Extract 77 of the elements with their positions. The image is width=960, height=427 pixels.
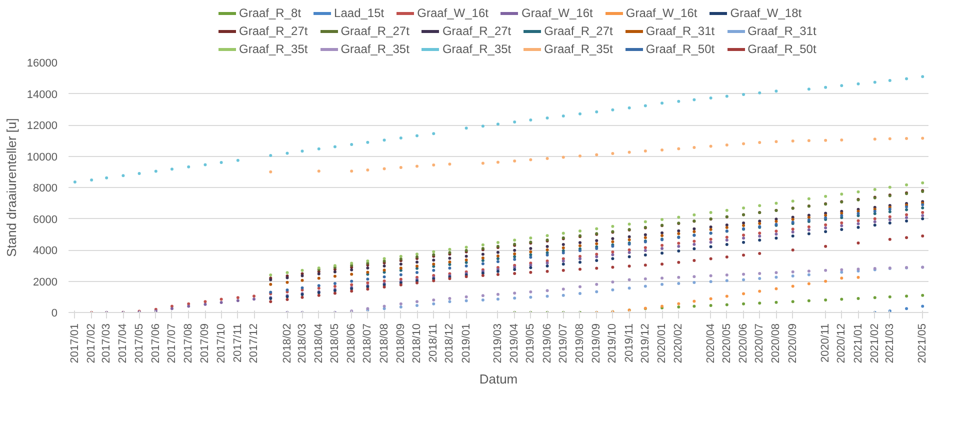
x-tick-label: 2017/03 [100, 323, 113, 364]
x-tick-label: 2019/08 [574, 323, 586, 364]
legend-label: Graaf_R_50t [646, 42, 715, 56]
x-tick-label: 2020/12 [836, 323, 848, 364]
x-tick-label: 2019/09 [590, 323, 603, 364]
legend-label: Graaf_R_35t [544, 42, 613, 56]
x-tick-label: 2020/11 [820, 323, 832, 362]
x-axis-title: Datum [479, 371, 518, 386]
x-tick-label: 2021/05 [916, 323, 929, 364]
x-tick-label: 2019/12 [639, 323, 652, 364]
x-tick-label: 2017/04 [117, 323, 130, 364]
x-tick-label: 2017/12 [248, 323, 260, 364]
x-tick-label: 2020/05 [720, 323, 733, 364]
x-tick-label: 2019/05 [524, 323, 537, 364]
legend-label: Graaf_R_35t [442, 42, 512, 56]
x-tick-label: 2019/04 [508, 323, 521, 364]
x-tick-label: 2020/04 [704, 323, 717, 364]
x-tick-label: 2018/11 [428, 323, 440, 362]
x-tick-label: 2017/09 [199, 323, 212, 364]
legend-label: Graaf_R_8t [239, 6, 302, 20]
legend-label: Laad_15t [334, 6, 384, 20]
y-tick-label: 4000 [33, 245, 58, 257]
y-tick-label: 16000 [26, 58, 58, 70]
x-tick-label: 2018/06 [346, 323, 358, 364]
x-tick-label: 2017/07 [166, 323, 178, 364]
legend-label: Graaf_R_35t [239, 42, 308, 56]
x-tick-label: 2018/12 [444, 323, 456, 364]
x-tick-label: 2020/02 [672, 323, 685, 364]
legend-label: Graaf_R_27t [340, 24, 410, 38]
x-tick-label: 2019/11 [623, 323, 636, 362]
x-tick-label: 2019/10 [606, 323, 619, 364]
legend-label: Graaf_R_35t [340, 42, 410, 56]
x-tick-label: 2017/06 [150, 323, 162, 364]
x-tick-label: 2018/03 [296, 323, 308, 364]
legend-label: Graaf_W_16t [626, 6, 698, 20]
legend-label: Graaf_R_27t [239, 24, 308, 38]
x-tick-label: 2018/07 [362, 323, 374, 364]
x-tick-label: 2021/03 [884, 323, 896, 364]
x-tick-label: 2017/01 [68, 323, 81, 364]
x-tick-label: 2019/03 [492, 323, 504, 364]
y-axis-title: Stand draaiurenteller [u] [4, 118, 19, 257]
x-tick-label: 2020/06 [738, 323, 750, 364]
y-tick-label: 6000 [33, 214, 58, 226]
x-tick-label: 2017/10 [215, 323, 228, 364]
x-tick-label: 2018/05 [328, 323, 341, 364]
legend-label: Graaf_R_50t [748, 42, 816, 56]
x-tick-label: 2018/10 [411, 323, 424, 364]
legend-label: Graaf_R_31t [748, 24, 816, 38]
x-tick-label: 2018/04 [312, 323, 325, 364]
x-tick-label: 2018/02 [281, 323, 294, 364]
x-tick-label: 2021/01 [852, 323, 864, 364]
x-tick-label: 2018/09 [394, 323, 407, 364]
x-tick-label: 2021/02 [868, 323, 881, 364]
legend-label: Graaf_W_16t [417, 6, 488, 20]
y-tick-label: 14000 [26, 88, 58, 101]
y-tick-label: 2000 [33, 276, 58, 288]
x-tick-label: 2019/06 [541, 323, 554, 364]
x-tick-label: 2019/01 [460, 323, 472, 364]
x-tick-label: 2017/05 [133, 323, 146, 364]
x-tick-label: 2020/07 [754, 323, 766, 364]
legend-label: Graaf_R_27t [442, 24, 512, 38]
x-tick-label: 2020/09 [786, 323, 799, 364]
y-tick-label: 12000 [26, 120, 58, 132]
x-tick-label: 2017/02 [86, 323, 98, 364]
y-tick-label: 8000 [33, 182, 58, 194]
y-tick-label: 0 [51, 308, 58, 320]
y-tick-label: 10000 [26, 151, 58, 164]
x-tick-label: 2020/01 [656, 323, 668, 364]
legend-label: Graaf_W_16t [521, 6, 593, 20]
legend-label: Graaf_R_27t [544, 24, 613, 38]
legend-label: Graaf_W_18t [730, 6, 802, 20]
x-tick-label: 2017/11 [232, 323, 244, 362]
legend-label: Graaf_R_31t [646, 24, 715, 38]
x-tick-label: 2017/08 [182, 323, 195, 364]
x-tick-label: 2018/08 [378, 323, 390, 364]
x-tick-label: 2019/07 [557, 323, 570, 364]
x-tick-label: 2020/08 [770, 323, 782, 364]
